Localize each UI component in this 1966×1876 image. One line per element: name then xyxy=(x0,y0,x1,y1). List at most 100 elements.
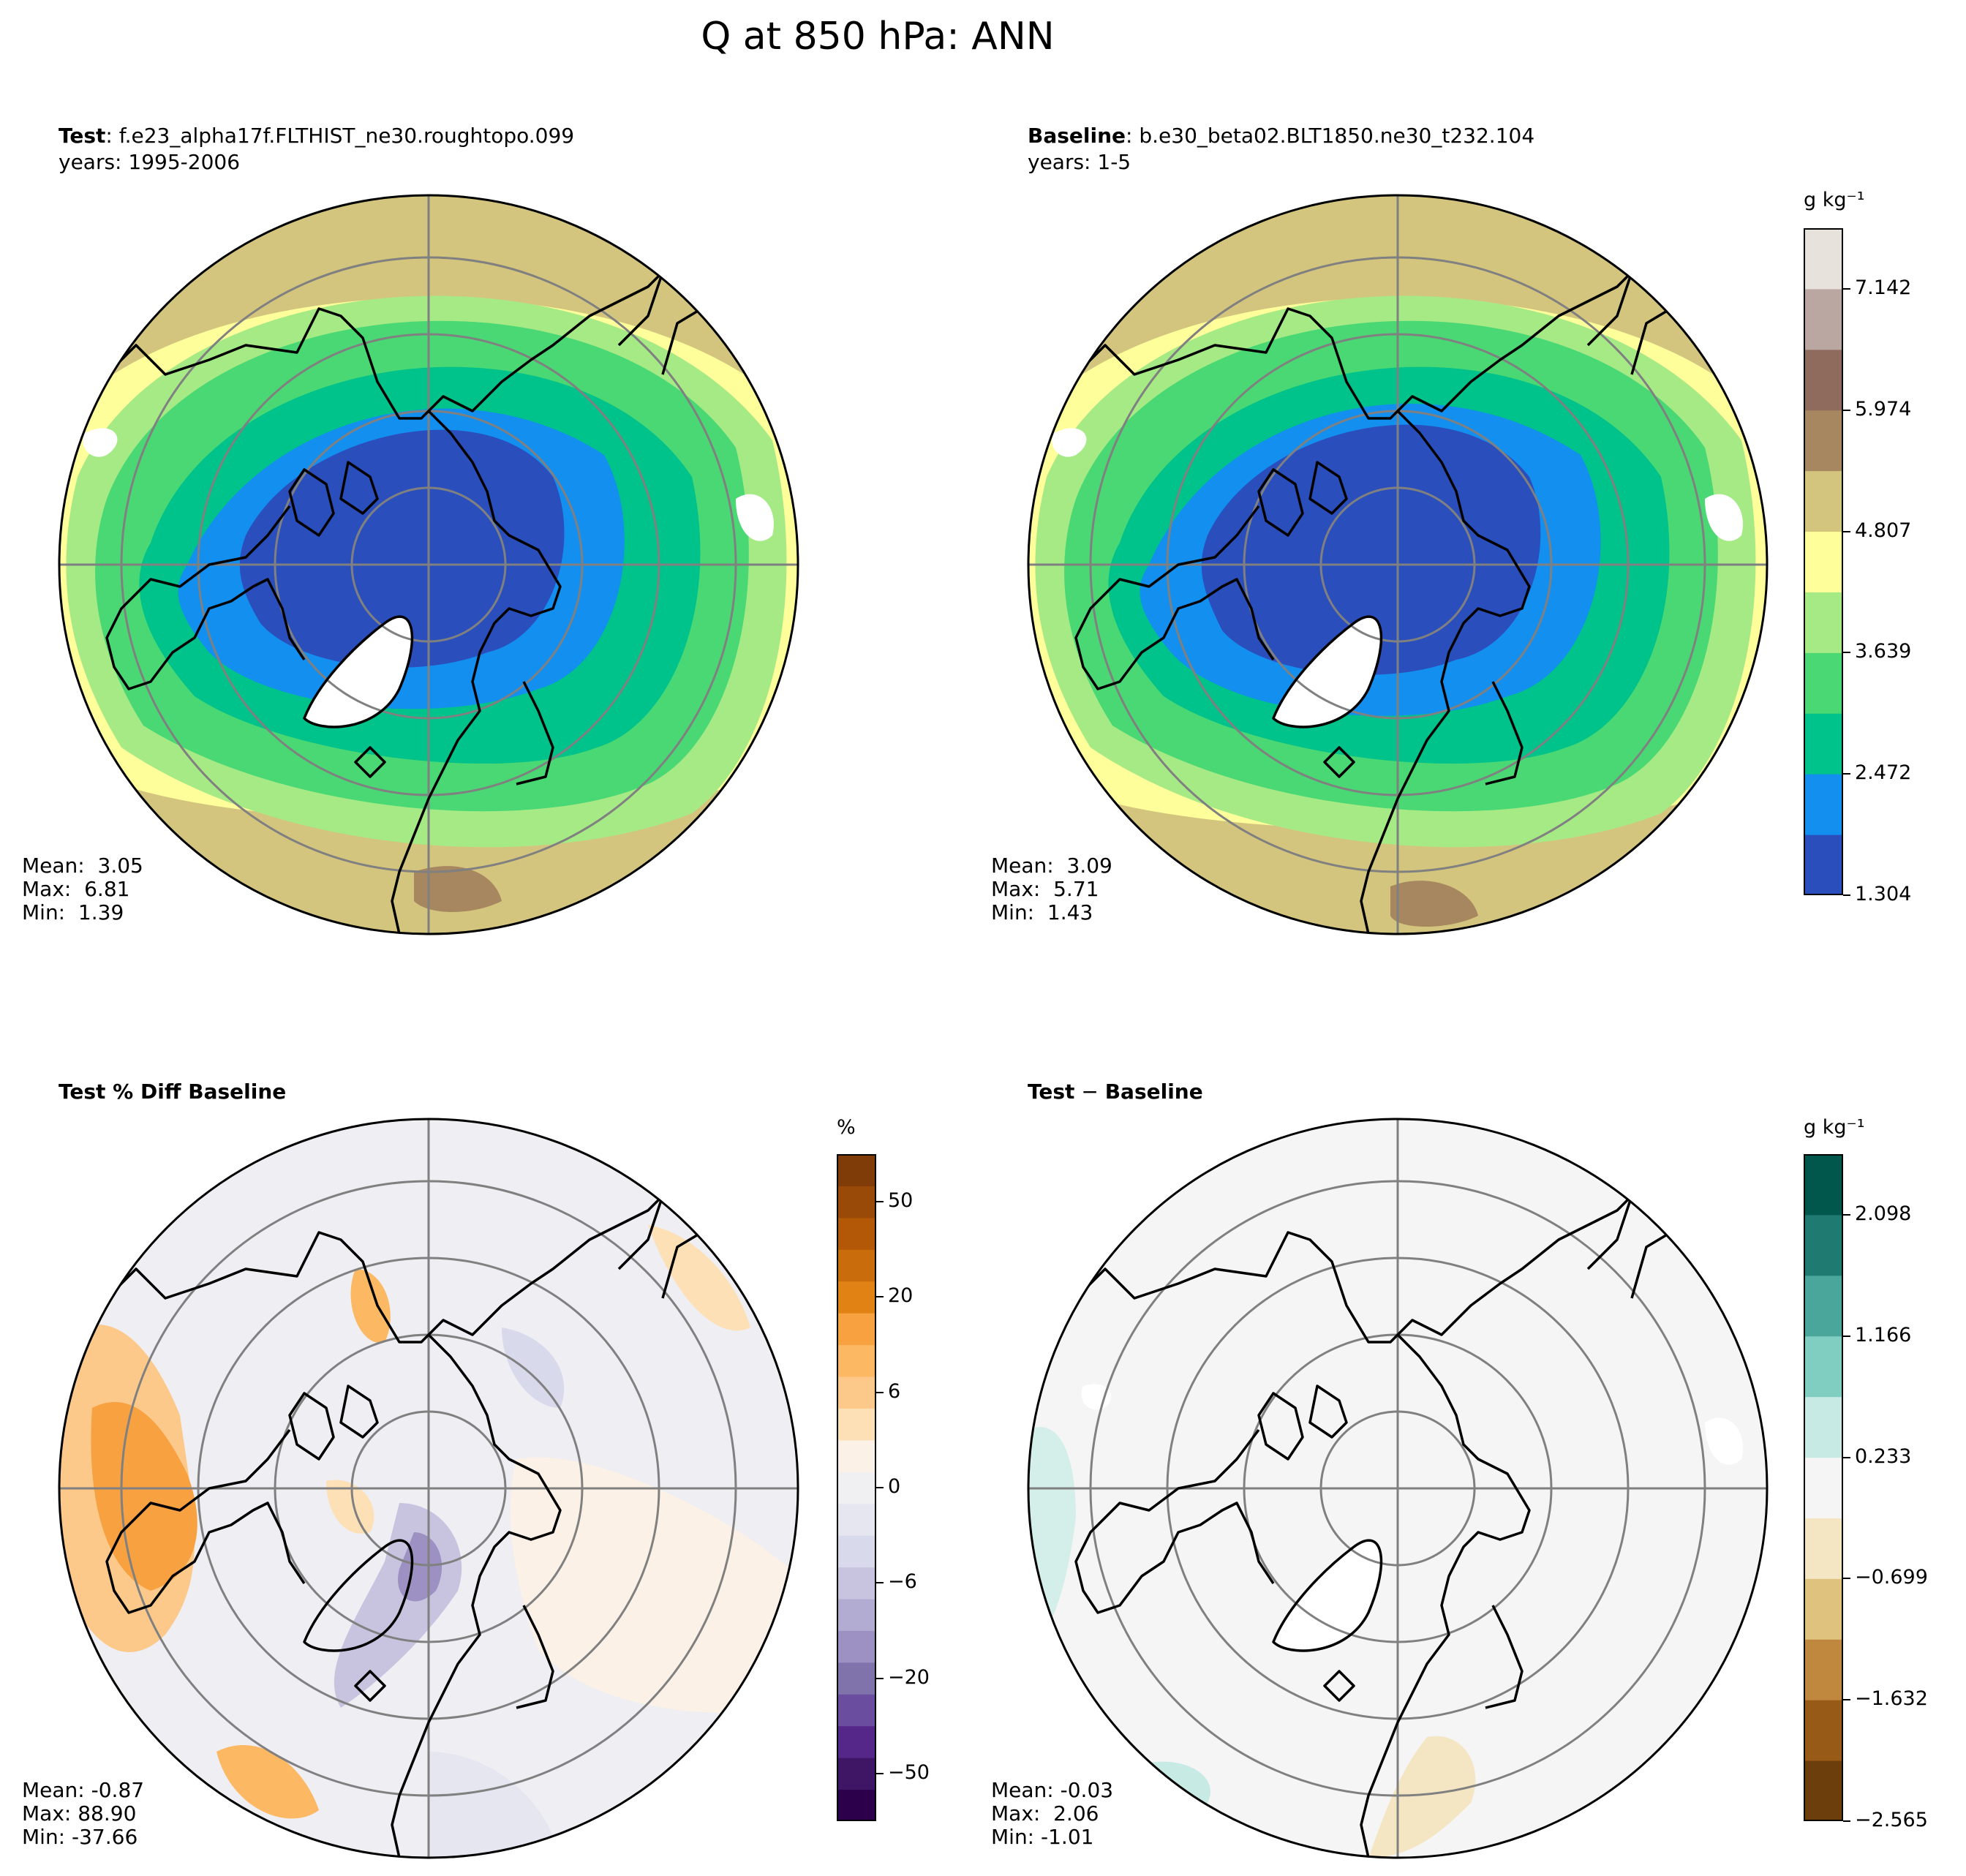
main-colorbar-bin xyxy=(1804,288,1843,350)
pct-colorbar-bin xyxy=(837,1789,876,1821)
pct-colorbar-tickmark xyxy=(876,1582,884,1584)
diff-map xyxy=(1027,1118,1769,1859)
pct-colorbar-tick-label: −20 xyxy=(888,1665,930,1689)
pct-colorbar-bin xyxy=(837,1535,876,1568)
diff-min: Min: -1.01 xyxy=(991,1825,1094,1849)
main-colorbar-border xyxy=(1804,228,1843,895)
baseline-min: Min: 1.43 xyxy=(991,900,1093,924)
diff-colorbar-bin xyxy=(1804,1396,1843,1458)
pct-colorbar-bin xyxy=(837,1662,876,1695)
diff-colorbar-tick-label: 1.166 xyxy=(1855,1323,1912,1346)
pct-colorbar-bin xyxy=(837,1439,876,1472)
diff-colorbar-bin xyxy=(1804,1457,1843,1518)
main-colorbar-tick-label: 3.639 xyxy=(1855,640,1912,663)
diff-colorbar-tickmark xyxy=(1843,1820,1850,1822)
pct-colorbar-bin xyxy=(837,1503,876,1536)
pct-colorbar-bin xyxy=(837,1376,876,1409)
pct-colorbar-tick-label: 20 xyxy=(888,1284,914,1308)
pct-colorbar-border xyxy=(837,1154,876,1821)
diff-stats: Mean: -0.03 Max: 2.06 Min: -1.01 xyxy=(991,1779,1113,1849)
test-stats: Mean: 3.05 Max: 6.81 Min: 1.39 xyxy=(22,854,143,924)
pct-colorbar-bin xyxy=(837,1186,876,1218)
pct-colorbar-unit: % xyxy=(837,1116,856,1139)
diff-colorbar-bin xyxy=(1804,1700,1843,1761)
pct-colorbar-bin xyxy=(837,1567,876,1600)
test-years: years: 1995-2006 xyxy=(59,150,241,174)
pct-colorbar-bin xyxy=(837,1408,876,1441)
pct-colorbar-bin xyxy=(837,1725,876,1758)
main-colorbar-bin xyxy=(1804,531,1843,592)
diff-colorbar-tick-label: 0.233 xyxy=(1855,1444,1912,1468)
main-colorbar-tick-label: 7.142 xyxy=(1855,276,1912,299)
diff-colorbar xyxy=(1804,1154,1843,1821)
baseline-mean: Mean: 3.09 xyxy=(991,854,1112,878)
pct-colorbar-tick-label: −50 xyxy=(888,1760,930,1784)
pctdiff-stats: Mean: -0.87 Max: 88.90 Min: -37.66 xyxy=(22,1779,144,1849)
pctdiff-panel-title: Test % Diff Baseline xyxy=(59,1079,286,1105)
diff-colorbar-tick-label: −1.632 xyxy=(1855,1687,1928,1711)
main-colorbar-tick-label: 2.472 xyxy=(1855,761,1912,785)
diff-colorbar-tickmark xyxy=(1843,1699,1850,1701)
diff-colorbar-bin xyxy=(1804,1214,1843,1276)
diff-colorbar-tick-label: −0.699 xyxy=(1855,1566,1928,1589)
pct-colorbar-tick-label: 50 xyxy=(888,1189,914,1213)
pct-colorbar-tickmark xyxy=(876,1677,884,1679)
test-max: Max: 6.81 xyxy=(22,877,130,901)
diff-label-op: − xyxy=(1081,1080,1099,1104)
diff-colorbar-bin xyxy=(1804,1518,1843,1579)
diff-colorbar-tickmark xyxy=(1843,1213,1850,1216)
main-colorbar-unit: g kg⁻¹ xyxy=(1804,189,1865,211)
pct-colorbar-bin xyxy=(837,1758,876,1790)
diff-max: Max: 2.06 xyxy=(991,1801,1099,1826)
main-colorbar-bin xyxy=(1804,774,1843,835)
diff-colorbar-tickmark xyxy=(1843,1578,1850,1580)
pct-colorbar-tickmark xyxy=(876,1772,884,1774)
test-panel-title: Test: f.e23_alpha17f.FLTHIST_ne30.rought… xyxy=(59,124,575,174)
diff-colorbar-bin xyxy=(1804,1639,1843,1700)
pct-colorbar-tickmark xyxy=(876,1201,884,1203)
main-colorbar-bin xyxy=(1804,410,1843,472)
main-colorbar-bin xyxy=(1804,835,1843,895)
pctdiff-min: Min: -37.66 xyxy=(22,1825,138,1849)
diff-panel-title: Test − Baseline xyxy=(1028,1079,1203,1105)
main-colorbar-tick-label: 4.807 xyxy=(1855,519,1912,542)
diff-colorbar-bin xyxy=(1804,1578,1843,1640)
pctdiff-max: Max: 88.90 xyxy=(22,1801,137,1826)
main-colorbar-tickmark xyxy=(1843,894,1850,896)
pct-colorbar xyxy=(837,1154,876,1821)
main-colorbar-bin xyxy=(1804,713,1843,775)
main-colorbar-tick-label: 1.304 xyxy=(1855,883,1912,905)
diff-label-a: Test xyxy=(1028,1080,1075,1104)
diff-colorbar-bin xyxy=(1804,1275,1843,1337)
main-colorbar-tick-label: 5.974 xyxy=(1855,397,1912,421)
pct-colorbar-tick-label: 0 xyxy=(888,1475,901,1498)
diff-colorbar-bin xyxy=(1804,1336,1843,1398)
pct-colorbar-bin xyxy=(837,1217,876,1250)
pctdiff-map xyxy=(58,1118,799,1859)
figure-title: Q at 850 hPa: ANN xyxy=(701,15,1055,59)
diff-colorbar-tickmark xyxy=(1843,1456,1850,1458)
test-min: Min: 1.39 xyxy=(22,900,124,924)
diff-colorbar-bin xyxy=(1804,1154,1843,1216)
main-colorbar-bin xyxy=(1804,652,1843,714)
baseline-stats: Mean: 3.09 Max: 5.71 Min: 1.43 xyxy=(991,854,1112,924)
pct-colorbar-tickmark xyxy=(876,1391,884,1393)
pct-colorbar-bin xyxy=(837,1281,876,1314)
pct-colorbar-bin xyxy=(837,1630,876,1663)
pct-colorbar-bin xyxy=(837,1313,876,1346)
pct-colorbar-bin xyxy=(837,1344,876,1377)
baseline-years: years: 1-5 xyxy=(1028,150,1131,174)
diff-colorbar-tick-label: −2.565 xyxy=(1855,1809,1928,1831)
diff-colorbar-tick-label: 2.098 xyxy=(1855,1202,1912,1225)
main-colorbar-tickmark xyxy=(1843,287,1850,290)
baseline-case-name: b.e30_beta02.BLT1850.ne30_t232.104 xyxy=(1139,124,1535,148)
pct-colorbar-bin xyxy=(837,1599,876,1631)
main-colorbar-tickmark xyxy=(1843,530,1850,532)
baseline-max: Max: 5.71 xyxy=(991,877,1099,901)
main-colorbar-bin xyxy=(1804,349,1843,411)
pct-colorbar-bin xyxy=(837,1472,876,1504)
pct-colorbar-tickmark xyxy=(876,1487,884,1488)
pct-colorbar-bin xyxy=(837,1154,876,1186)
main-colorbar-tickmark xyxy=(1843,773,1850,775)
pct-colorbar-bin xyxy=(837,1694,876,1727)
